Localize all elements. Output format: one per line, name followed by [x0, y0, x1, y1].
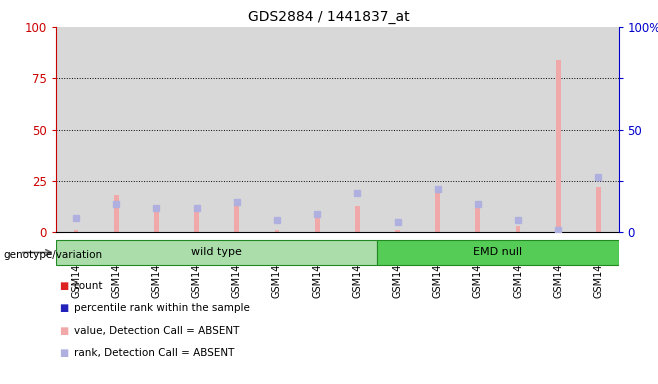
Bar	[136, 27, 176, 232]
Bar	[418, 27, 458, 232]
Bar	[436, 193, 440, 232]
Bar	[297, 27, 337, 232]
Text: ■: ■	[59, 326, 68, 336]
Bar	[338, 27, 378, 232]
Bar	[378, 27, 418, 232]
Bar	[315, 212, 320, 232]
Text: count: count	[74, 281, 103, 291]
Bar	[578, 27, 619, 232]
Bar	[114, 195, 118, 232]
Bar	[74, 230, 78, 232]
Bar	[96, 27, 136, 232]
Bar	[556, 60, 561, 232]
Bar	[274, 230, 280, 232]
Text: ■: ■	[59, 348, 68, 358]
Bar	[538, 27, 578, 232]
Text: ■: ■	[59, 281, 68, 291]
Bar	[257, 27, 297, 232]
Text: EMD null: EMD null	[473, 247, 522, 258]
Bar	[498, 27, 538, 232]
Bar	[56, 240, 378, 265]
Bar	[395, 230, 400, 232]
Bar	[355, 205, 360, 232]
Bar	[596, 187, 601, 232]
Bar	[154, 210, 159, 232]
Text: wild type: wild type	[191, 247, 242, 258]
Text: rank, Detection Call = ABSENT: rank, Detection Call = ABSENT	[74, 348, 234, 358]
Bar	[378, 240, 619, 265]
Text: value, Detection Call = ABSENT: value, Detection Call = ABSENT	[74, 326, 239, 336]
Bar	[458, 27, 498, 232]
Text: ■: ■	[59, 303, 68, 313]
Text: genotype/variation: genotype/variation	[3, 250, 103, 260]
Bar	[476, 208, 480, 232]
Text: GDS2884 / 1441837_at: GDS2884 / 1441837_at	[248, 10, 410, 23]
Bar	[194, 212, 199, 232]
Bar	[234, 199, 239, 232]
Bar	[56, 27, 96, 232]
Bar	[176, 27, 216, 232]
Bar	[516, 226, 520, 232]
Bar	[216, 27, 257, 232]
Text: percentile rank within the sample: percentile rank within the sample	[74, 303, 249, 313]
